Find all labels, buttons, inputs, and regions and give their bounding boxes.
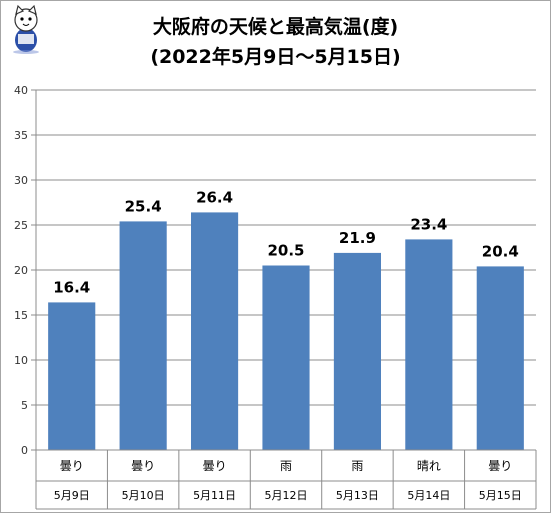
date-label: 5月10日 — [122, 489, 165, 502]
date-label: 5月14日 — [407, 489, 450, 502]
y-tick-label: 0 — [21, 444, 28, 457]
date-label: 5月12日 — [265, 489, 308, 502]
weather-label: 雨 — [351, 459, 363, 473]
bar — [476, 266, 524, 450]
weather-label: 雨 — [280, 459, 292, 473]
chart-title: 大阪府の天候と最高気温(度) — [152, 16, 399, 38]
date-label: 5月11日 — [193, 489, 236, 502]
chart-subtitle: (2022年5月9日～5月15日) — [150, 46, 401, 68]
bar — [191, 212, 239, 450]
y-tick-label: 40 — [14, 84, 28, 97]
weather-label: 曇り — [203, 459, 227, 473]
y-tick-label: 5 — [21, 399, 28, 412]
data-label: 20.4 — [482, 242, 519, 260]
y-tick-label: 15 — [14, 309, 28, 322]
data-label: 20.5 — [267, 242, 304, 260]
y-tick-label: 20 — [14, 264, 28, 277]
weather-label: 曇り — [131, 459, 155, 473]
date-label: 5月9日 — [54, 489, 90, 502]
data-label: 25.4 — [125, 197, 162, 215]
y-tick-label: 25 — [14, 219, 28, 232]
y-tick-label: 10 — [14, 354, 28, 367]
bar — [48, 302, 96, 450]
bar — [119, 221, 167, 450]
data-label: 21.9 — [339, 229, 376, 247]
date-label: 5月13日 — [336, 489, 379, 502]
y-tick-label: 35 — [14, 129, 28, 142]
bar — [405, 239, 453, 450]
bar — [262, 265, 310, 450]
data-label: 16.4 — [53, 278, 90, 296]
data-label: 23.4 — [410, 215, 447, 233]
weather-label: 曇り — [488, 459, 512, 473]
cat-mascot-icon — [13, 4, 39, 54]
date-label: 5月15日 — [479, 489, 522, 502]
bar — [333, 252, 381, 450]
weather-label: 曇り — [60, 459, 84, 473]
y-tick-label: 30 — [14, 174, 28, 187]
data-label: 26.4 — [196, 188, 233, 206]
weather-label: 晴れ — [417, 459, 441, 473]
